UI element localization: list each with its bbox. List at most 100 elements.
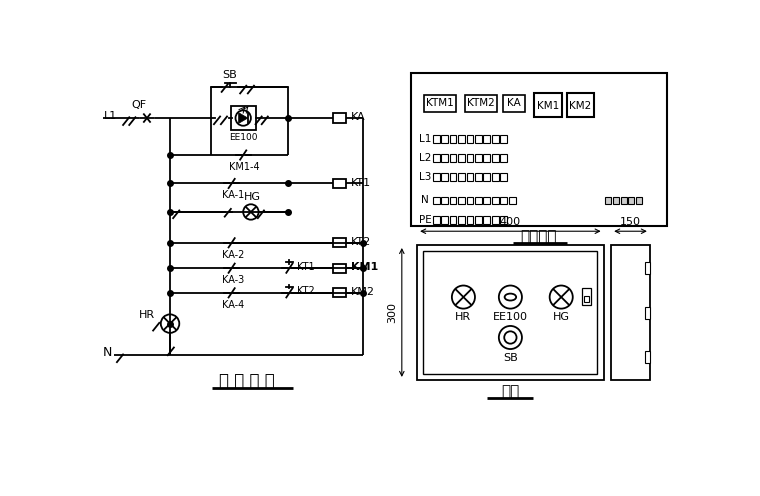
Bar [417, 245, 603, 380]
Bar [441, 216, 448, 224]
Bar [500, 135, 508, 143]
Circle shape [161, 314, 179, 333]
Bar [467, 216, 473, 224]
Text: EE100: EE100 [229, 133, 258, 142]
Text: KT2: KT2 [351, 237, 371, 247]
Bar [467, 135, 473, 143]
Text: KA: KA [508, 98, 521, 109]
Bar [475, 135, 482, 143]
Bar [458, 196, 465, 204]
Bar [423, 251, 597, 373]
Bar [450, 216, 457, 224]
Circle shape [452, 286, 475, 309]
Text: 150: 150 [620, 217, 641, 227]
Text: KT1: KT1 [351, 178, 371, 187]
Text: L1: L1 [104, 111, 117, 121]
Circle shape [243, 204, 258, 220]
Bar [432, 196, 439, 204]
Text: KA-1: KA-1 [222, 190, 244, 200]
Bar [645, 262, 650, 274]
Bar [645, 351, 650, 363]
Bar [458, 154, 465, 162]
Bar [441, 196, 448, 204]
Bar [441, 154, 448, 162]
Text: L2: L2 [419, 153, 431, 163]
Text: KM2: KM2 [351, 287, 375, 297]
Bar [582, 288, 591, 305]
Text: QF: QF [131, 100, 147, 110]
Bar [483, 196, 490, 204]
Bar [483, 174, 490, 181]
Bar [334, 179, 346, 188]
Text: KTM1: KTM1 [426, 98, 454, 109]
Bar [483, 154, 490, 162]
Circle shape [549, 286, 573, 309]
Text: KT1: KT1 [297, 262, 315, 272]
Ellipse shape [505, 294, 516, 301]
Bar [334, 288, 346, 298]
Bar [432, 174, 439, 181]
Circle shape [499, 286, 522, 309]
Bar [645, 307, 650, 319]
Text: HG: HG [553, 312, 570, 322]
Bar [492, 196, 499, 204]
Text: 控 制 回 路: 控 制 回 路 [219, 372, 275, 390]
Bar [450, 154, 457, 162]
Bar [584, 296, 589, 303]
Text: 元件布置: 元件布置 [521, 229, 557, 244]
Text: KA-4: KA-4 [222, 300, 244, 310]
Text: PE: PE [419, 215, 431, 225]
Text: KA-3: KA-3 [222, 275, 244, 285]
Bar [334, 238, 346, 248]
Bar [534, 93, 562, 117]
Text: KA: KA [351, 112, 366, 123]
Text: KA-2: KA-2 [222, 249, 245, 260]
Text: L3: L3 [419, 172, 431, 183]
Text: L1: L1 [419, 134, 431, 144]
Text: KT2: KT2 [297, 286, 315, 296]
Bar [567, 93, 594, 117]
Circle shape [236, 110, 251, 126]
Text: KM2: KM2 [569, 101, 591, 111]
Text: KM1: KM1 [351, 262, 378, 272]
Text: SB: SB [222, 69, 236, 79]
Bar [450, 196, 457, 204]
Bar [231, 107, 255, 129]
Bar [492, 174, 499, 181]
Bar [432, 154, 439, 162]
Bar [509, 196, 516, 204]
Bar [611, 245, 650, 380]
Text: HR: HR [455, 312, 471, 322]
Bar [492, 216, 499, 224]
Circle shape [499, 326, 522, 349]
Bar [492, 135, 499, 143]
Polygon shape [239, 113, 248, 124]
Bar [334, 263, 346, 273]
Bar [613, 196, 619, 204]
Circle shape [504, 331, 517, 344]
Text: 400: 400 [500, 217, 521, 227]
Bar [475, 216, 482, 224]
Bar [334, 114, 346, 123]
Bar [450, 174, 457, 181]
Bar [465, 95, 497, 112]
Bar [636, 196, 642, 204]
Bar [441, 174, 448, 181]
Text: KM1-4: KM1-4 [230, 162, 260, 172]
Bar [467, 196, 473, 204]
Text: HG: HG [244, 192, 261, 202]
Bar [500, 216, 508, 224]
Bar [503, 95, 525, 112]
Bar [458, 216, 465, 224]
Bar [483, 216, 490, 224]
Text: KTM2: KTM2 [467, 98, 495, 109]
Bar [424, 95, 457, 112]
Bar [411, 73, 667, 226]
Bar [475, 154, 482, 162]
Bar [620, 196, 627, 204]
Bar [492, 154, 499, 162]
Bar [458, 135, 465, 143]
Bar [605, 196, 611, 204]
Bar [450, 135, 457, 143]
Bar [432, 216, 439, 224]
